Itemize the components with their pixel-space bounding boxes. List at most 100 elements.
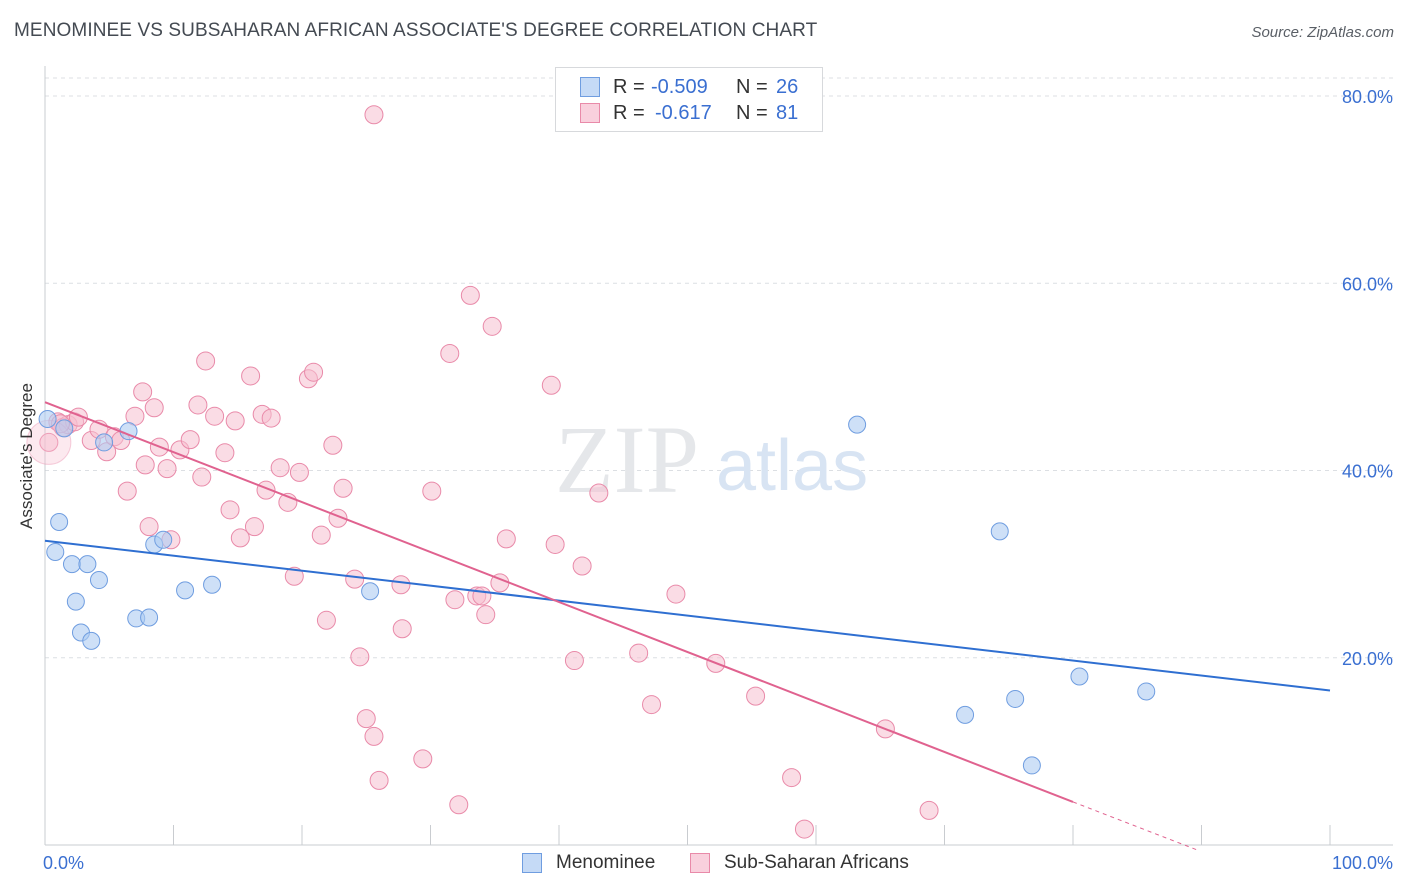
data-point-subsaharan [311,525,331,545]
data-point-menominee [1070,667,1089,686]
legend-n-label: N = [736,102,768,124]
data-point-subsaharan [391,575,411,595]
data-point-subsaharan [230,528,250,548]
legend-row-menominee: R = -0.509 N = 26 [556,76,822,100]
legend-swatch-pink [580,103,600,123]
data-point-subsaharan [261,408,281,428]
data-point-subsaharan [642,695,662,715]
legend-n-label: N = [736,76,768,98]
data-point-subsaharan [440,343,460,363]
data-point-subsaharan [392,619,412,639]
data-point-subsaharan [133,382,153,402]
axes [44,66,1393,846]
data-point-subsaharan [356,709,376,729]
data-point-menominee [55,419,74,438]
data-point-subsaharan [117,481,137,501]
legend-r-label: R = [613,102,645,124]
data-point-menominee [1006,689,1025,708]
data-point-subsaharan [629,643,649,663]
y-axis-label: Associate's Degree [17,383,36,529]
data-point-subsaharan [345,569,365,589]
data-point-subsaharan [333,478,353,498]
data-point-subsaharan [244,517,264,537]
legend-r-label: R = [613,76,645,98]
data-point-subsaharan [364,105,384,125]
data-point-subsaharan [284,566,304,586]
data-point-subsaharan [39,432,59,452]
legend-swatch-blue [522,853,542,873]
data-point-menominee [956,705,975,724]
tick-labels: 20.0% 40.0% 60.0% 80.0% 0.0% 100.0% [43,87,1393,873]
data-point-subsaharan [225,411,245,431]
data-point-menominee [361,582,380,601]
data-point-menominee [89,571,108,590]
watermark-atlas: atlas [716,426,868,506]
legend-row-subsaharan: R = -0.617 N = 81 [556,102,822,126]
data-point-subsaharan [476,605,496,625]
watermark-zip: ZIP [555,406,699,513]
data-point-menominee [154,530,173,549]
y-tick-label: 60.0% [1342,274,1393,294]
data-point-subsaharan [794,819,814,839]
data-point-subsaharan [422,481,442,501]
x-tick-label: 0.0% [43,853,84,873]
data-point-subsaharan [589,483,609,503]
correlation-legend: R = -0.509 N = 26 R = -0.617 N = 81 [555,67,823,132]
data-point-subsaharan [289,462,309,482]
data-point-subsaharan [192,467,212,487]
data-point-subsaharan [369,770,389,790]
y-tick-label: 20.0% [1342,649,1393,669]
data-point-subsaharan [135,455,155,475]
data-point-menominee [1022,756,1041,775]
y-tick-label: 40.0% [1342,462,1393,482]
chart-title: MENOMINEE VS SUBSAHARAN AFRICAN ASSOCIAT… [14,20,818,41]
legend-r-value: -0.509 [651,76,708,98]
data-point-subsaharan [304,362,324,382]
data-point-menominee [848,415,867,434]
data-point-subsaharan [157,459,177,479]
data-point-subsaharan [449,795,469,815]
legend-label-menominee: Menominee [556,852,656,873]
data-point-subsaharan [564,651,584,671]
data-point-subsaharan [746,686,766,706]
data-point-menominee [50,512,69,531]
data-point-subsaharan [139,517,159,537]
data-point-subsaharan [323,435,343,455]
data-point-menominee [38,410,57,429]
data-point-subsaharan [180,430,200,450]
legend-n-value: 81 [776,102,799,124]
watermark: ZIP atlas [555,406,868,513]
data-point-subsaharan [782,768,802,788]
y-tick-label: 80.0% [1342,87,1393,107]
data-point-menominee [46,542,65,561]
chart-source: Source: ZipAtlas.com [1251,24,1394,41]
data-point-subsaharan [545,534,565,554]
data-point-subsaharan [919,800,939,820]
data-point-subsaharan [270,458,290,478]
data-point-subsaharan [215,443,235,463]
data-point-subsaharan [496,529,516,549]
data-point-menominee [1137,682,1156,701]
x-tick-label: 100.0% [1332,853,1393,873]
data-point-menominee [176,581,195,600]
data-point-subsaharan [220,500,240,520]
data-point-subsaharan [541,375,561,395]
data-point-subsaharan [196,351,216,371]
data-point-subsaharan [472,586,492,606]
data-point-menominee [95,433,114,452]
trend-lines [44,401,1331,852]
trend-line-menominee [44,539,1331,692]
data-point-menominee [82,631,101,650]
legend-n-value: 26 [776,76,799,98]
data-point-menominee [140,608,159,627]
data-point-menominee [203,575,222,594]
legend-swatch-pink [690,853,710,873]
data-point-subsaharan [316,610,336,630]
data-point-subsaharan [364,726,384,746]
data-point-subsaharan [445,590,465,610]
data-point-subsaharan [188,395,208,415]
data-point-menominee [78,555,97,574]
legend-swatch-blue [580,77,600,97]
legend-r-value: -0.617 [655,102,712,124]
data-point-subsaharan [413,749,433,769]
